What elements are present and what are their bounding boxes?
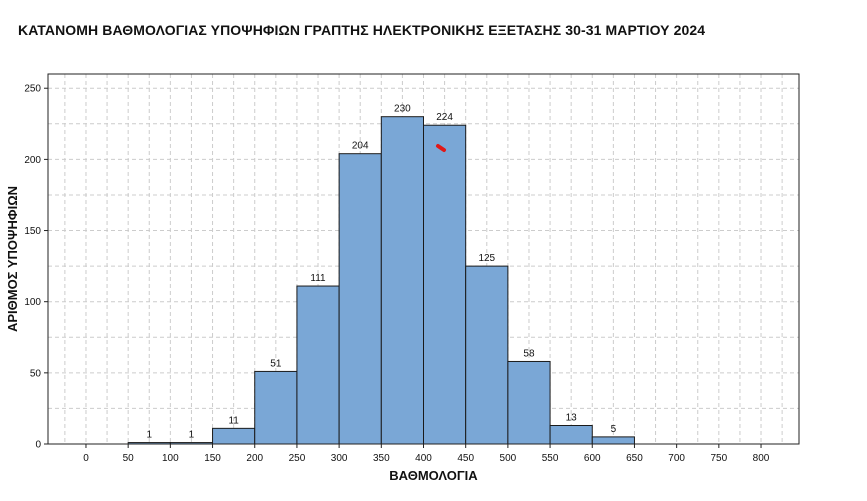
x-tick-label: 200: [246, 453, 263, 464]
x-tick-label: 350: [373, 453, 390, 464]
data-label-550-600: 13: [566, 413, 578, 424]
bar-350-400: [380, 116, 424, 445]
x-tick-label: 150: [204, 453, 221, 464]
data-label-300-350: 204: [352, 141, 369, 152]
y-tick-label: 150: [24, 226, 41, 237]
x-tick-label: 750: [710, 453, 727, 464]
bar-250-300: [296, 285, 340, 445]
y-tick-label: 200: [24, 155, 41, 166]
bar-400-450: [423, 124, 467, 445]
data-label-500-550: 58: [523, 348, 535, 359]
x-tick-label: 300: [331, 453, 348, 464]
x-tick-label: 100: [162, 453, 179, 464]
data-label-100-150: 1: [189, 430, 195, 441]
data-label-350-400: 230: [394, 104, 411, 115]
bar-600-650: [591, 436, 635, 445]
bar-500-550: [507, 360, 551, 445]
x-tick-label: 250: [289, 453, 306, 464]
y-tick-label: 50: [30, 368, 42, 379]
bar-450-500: [465, 265, 509, 445]
y-axis-ticks: 0 50 100 150 200 250: [24, 84, 48, 451]
data-label-600-650: 5: [611, 424, 617, 435]
x-tick-label: 400: [415, 453, 432, 464]
data-label-450-500: 125: [478, 253, 495, 264]
x-tick-label: 500: [500, 453, 517, 464]
histogram-bars: [127, 116, 635, 445]
x-tick-label: 800: [753, 453, 770, 464]
x-axis-label: ΒΑΘΜΟΛΟΓΙΑ: [389, 468, 478, 483]
x-axis-ticks: 0 50 100 150 200 250 300 350 400 450 500 550 600 650 7…: [83, 444, 770, 464]
y-tick-label: 0: [35, 440, 41, 451]
x-tick-label: 0: [83, 453, 89, 464]
x-tick-label: 50: [123, 453, 135, 464]
data-label-250-300: 111: [310, 273, 326, 284]
bar-150-200: [212, 427, 256, 445]
bar-550-600: [549, 425, 593, 445]
x-tick-label: 450: [457, 453, 474, 464]
chart-title: ΚΑΤΑΝΟΜΗ ΒΑΘΜΟΛΟΓΙΑΣ ΥΠΟΨΗΦΙΩΝ ΓΡΑΠΤΗΣ Η…: [18, 22, 706, 38]
x-tick-label: 550: [542, 453, 559, 464]
data-label-200-250: 51: [270, 358, 282, 369]
data-label-50-100: 1: [146, 430, 152, 441]
y-axis-label: ΑΡΙΘΜΟΣ ΥΠΟΨΗΦΙΩΝ: [5, 185, 20, 333]
x-tick-label: 700: [668, 453, 685, 464]
data-label-400-450: 224: [436, 112, 453, 123]
data-label-150-200: 11: [228, 415, 239, 426]
x-tick-label: 600: [584, 453, 601, 464]
bar-200-250: [254, 370, 298, 445]
x-tick-label: 650: [626, 453, 643, 464]
y-tick-label: 250: [24, 84, 41, 95]
y-tick-label: 100: [24, 297, 41, 308]
bar-300-350: [338, 153, 382, 445]
annotation-mark: [436, 144, 446, 152]
